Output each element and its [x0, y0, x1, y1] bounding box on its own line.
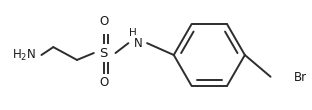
Text: H$_2$N: H$_2$N	[12, 47, 36, 63]
Text: N: N	[134, 37, 143, 50]
Text: O: O	[99, 15, 108, 28]
Text: H: H	[129, 28, 137, 38]
Text: Br: Br	[294, 71, 307, 84]
Text: S: S	[100, 47, 108, 60]
Text: O: O	[99, 76, 108, 89]
